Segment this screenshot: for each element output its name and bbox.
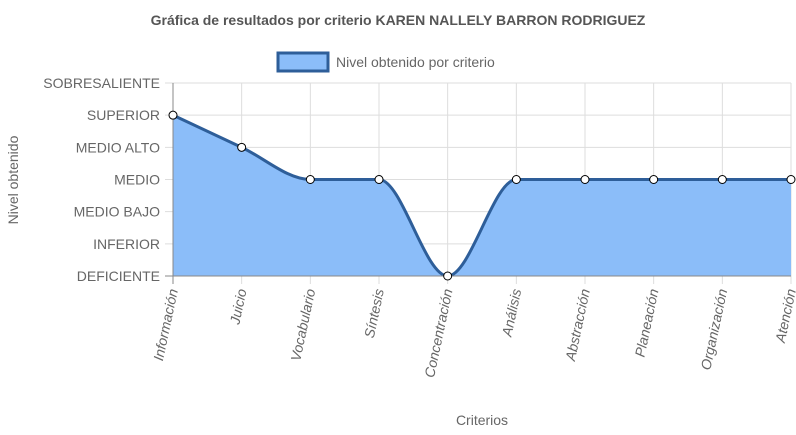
x-axis-ticks: Información Juicio Vocabulario Síntesis Conc…: [150, 287, 796, 379]
data-point[interactable]: [374, 175, 384, 184]
x-tick-label: Atención: [772, 287, 796, 345]
x-tick-label: Información: [150, 287, 181, 362]
series-line: [172, 113, 791, 278]
data-point[interactable]: [305, 175, 315, 184]
x-axis-label: Criterios: [456, 412, 508, 428]
chart-title: Gráfica de resultados por criterio KAREN…: [151, 12, 646, 28]
data-point[interactable]: [649, 175, 659, 184]
y-tick-label: MEDIO BAJO: [74, 204, 160, 220]
y-axis-label: Nivel obtenido: [5, 135, 21, 224]
x-tick-label: Juicio: [226, 287, 249, 327]
y-tick-label: DEFICIENTE: [77, 268, 160, 284]
data-point[interactable]: [443, 271, 453, 281]
x-tick-label: Planeación: [632, 287, 662, 358]
x-tick-label: Análisis: [498, 287, 524, 339]
series-fill: [173, 115, 791, 277]
legend-label: Nivel obtenido por criterio: [336, 54, 495, 70]
x-tick-label: Abstracción: [562, 287, 593, 363]
x-tick-label: Síntesis: [361, 287, 387, 339]
x-tick-label: Vocabulario: [287, 287, 318, 362]
y-tick-label: MEDIO: [114, 172, 160, 188]
data-point[interactable]: [168, 110, 178, 120]
x-tick-label: Concentración: [421, 287, 455, 379]
legend[interactable]: Nivel obtenido por criterio: [276, 51, 495, 73]
data-point[interactable]: [511, 175, 521, 184]
x-tick-label: Organización: [697, 287, 730, 371]
y-tick-label: SOBRESALIENTE: [43, 75, 160, 91]
y-tick-label: MEDIO ALTO: [76, 139, 160, 155]
data-point[interactable]: [786, 175, 796, 184]
y-axis-ticks: DEFICIENTE INFERIOR MEDIO BAJO MEDIO MEDIO A…: [43, 75, 160, 284]
data-points[interactable]: [168, 110, 796, 281]
legend-swatch: [276, 51, 330, 73]
data-point[interactable]: [580, 175, 590, 184]
y-tick-label: INFERIOR: [93, 236, 160, 252]
data-point[interactable]: [237, 142, 247, 152]
y-tick-label: SUPERIOR: [87, 107, 160, 123]
data-point[interactable]: [717, 175, 727, 184]
series-area: [172, 113, 791, 278]
